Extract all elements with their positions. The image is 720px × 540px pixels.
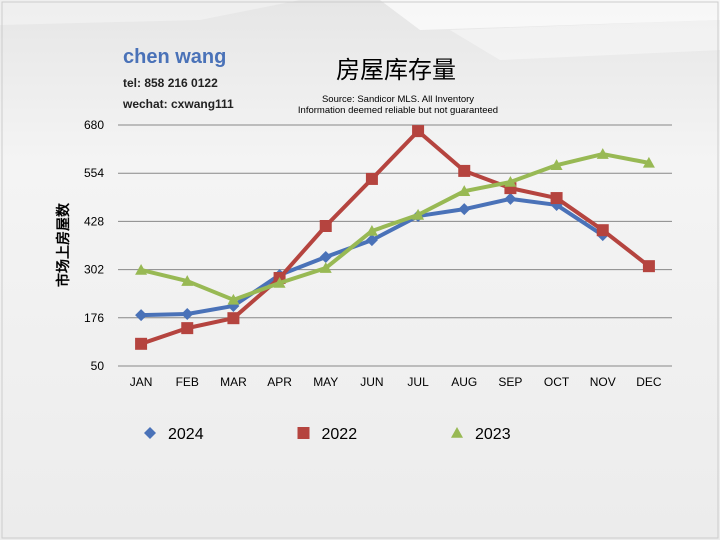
author: chen wang xyxy=(123,46,226,68)
legend-marker xyxy=(451,427,463,438)
contact: wechat: cxwang111 xyxy=(122,97,234,111)
x-tick-label: DEC xyxy=(636,375,662,389)
data-point xyxy=(550,192,563,205)
y-tick-label: 680 xyxy=(84,118,104,132)
series-line xyxy=(140,129,651,346)
data-point xyxy=(365,234,378,247)
y-tick-label: 428 xyxy=(84,214,104,228)
decor-stripes xyxy=(0,0,720,60)
y-axis-label: 市场上房屋数 xyxy=(55,202,71,287)
data-point xyxy=(181,275,194,286)
x-tick-label: JUL xyxy=(407,375,429,389)
subtitle: Source: Sandicor MLS. All Inventory xyxy=(322,94,474,105)
data-point xyxy=(596,224,609,237)
legend-marker xyxy=(297,427,310,439)
data-point xyxy=(135,309,148,322)
data-point xyxy=(227,293,240,305)
data-point xyxy=(365,172,378,185)
x-tick-label: MAY xyxy=(313,375,338,389)
legend-label: 2024 xyxy=(168,426,204,443)
data-point xyxy=(412,125,425,138)
legend-label: 2022 xyxy=(322,426,358,443)
chart-title: 房屋库存量 xyxy=(336,57,456,84)
data-point xyxy=(596,148,609,159)
x-tick-label: AUG xyxy=(451,375,477,389)
x-tick-label: OCT xyxy=(544,375,570,389)
x-tick-label: APR xyxy=(267,375,292,389)
data-point xyxy=(504,192,517,205)
x-tick-label: JAN xyxy=(130,375,153,389)
data-point xyxy=(412,208,425,220)
legend-label: 2023 xyxy=(475,426,511,443)
y-tick-label: 302 xyxy=(84,263,104,277)
x-tick-label: JUN xyxy=(360,375,383,389)
x-tick-label: SEP xyxy=(498,375,522,389)
data-point xyxy=(458,164,471,177)
data-point xyxy=(181,307,194,320)
data-point xyxy=(319,250,332,263)
x-tick-label: NOV xyxy=(590,375,616,389)
data-point xyxy=(135,263,148,275)
y-tick-label: 554 xyxy=(84,166,104,180)
subtitle: Information deemed reliable but not guar… xyxy=(298,105,498,116)
contact: tel: 858 216 0122 xyxy=(123,76,218,90)
data-point xyxy=(319,219,332,232)
data-point xyxy=(642,260,655,273)
data-point xyxy=(181,322,194,335)
data-point xyxy=(550,159,563,170)
data-point xyxy=(504,175,517,187)
data-point xyxy=(319,262,332,273)
data-point xyxy=(273,276,286,288)
series-line xyxy=(140,152,650,302)
y-tick-label: 176 xyxy=(84,311,104,325)
data-point xyxy=(458,185,471,196)
x-tick-label: FEB xyxy=(176,375,199,389)
x-tick-label: MAR xyxy=(220,375,247,389)
data-point xyxy=(458,203,471,216)
data-point xyxy=(135,337,148,350)
data-point xyxy=(227,312,240,325)
data-point xyxy=(642,156,655,168)
data-point xyxy=(365,224,378,236)
y-tick-label: 50 xyxy=(91,359,105,373)
legend-marker xyxy=(144,427,156,439)
